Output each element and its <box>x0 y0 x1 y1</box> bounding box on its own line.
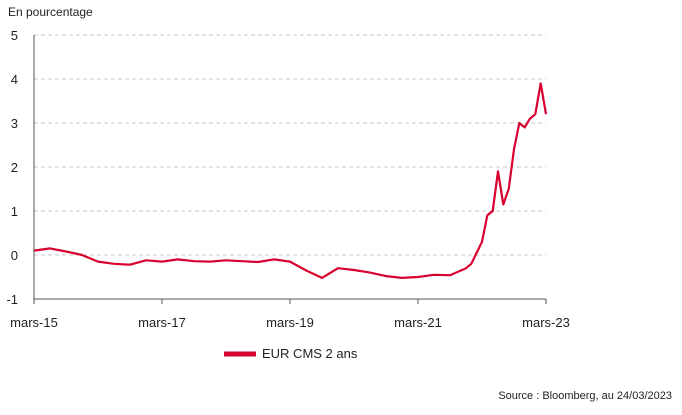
series-layer <box>33 82 548 279</box>
y-ticks: 5 4 3 2 1 0 -1 <box>6 28 18 307</box>
source-note: Source : Bloomberg, au 24/03/2023 <box>498 390 672 402</box>
grid <box>34 34 546 256</box>
y-tick-label: 5 <box>11 28 18 43</box>
x-tick-label: mars-21 <box>394 315 442 330</box>
legend-label: EUR CMS 2 ans <box>262 346 358 361</box>
x-tick-label: mars-19 <box>266 315 314 330</box>
x-tick-label: mars-15 <box>10 315 58 330</box>
y-tick-label: 4 <box>11 72 18 87</box>
y-axis-title: En pourcentage <box>8 5 93 19</box>
y-tick-label: 3 <box>11 116 18 131</box>
series-line-eur-cms-2-ans <box>33 82 548 279</box>
y-tick-label: 0 <box>11 248 18 263</box>
legend: EUR CMS 2 ans <box>224 346 358 361</box>
x-tick-label: mars-17 <box>138 315 186 330</box>
y-tick-label: -1 <box>6 292 18 307</box>
y-tick-label: 2 <box>11 160 18 175</box>
x-ticks: mars-15 mars-17 mars-19 mars-21 mars-23 <box>10 299 570 330</box>
x-tick-label: mars-23 <box>522 315 570 330</box>
y-tick-label: 1 <box>11 204 18 219</box>
